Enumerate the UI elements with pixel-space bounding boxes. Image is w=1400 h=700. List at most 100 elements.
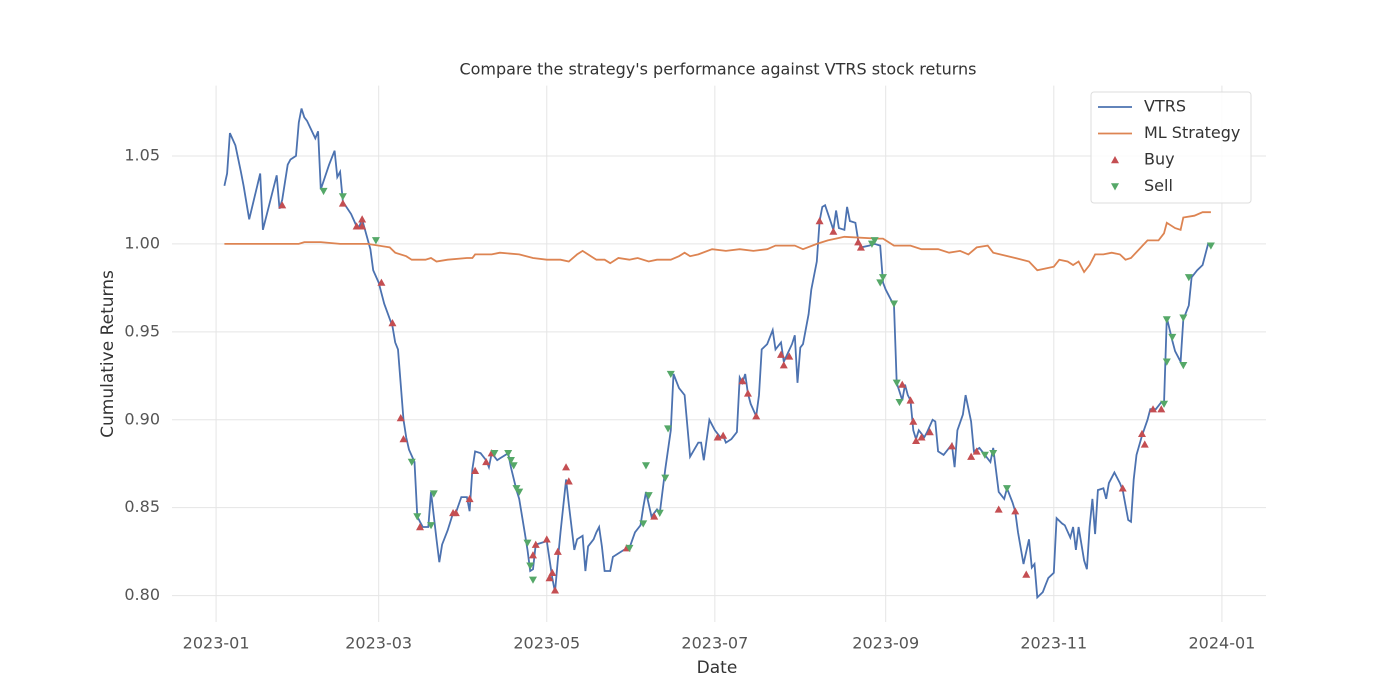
trade-marker [319, 187, 328, 196]
chart-title: Compare the strategy's performance again… [459, 60, 976, 79]
trade-marker [515, 488, 524, 496]
trade-marker [427, 522, 436, 530]
trade-marker [562, 463, 571, 471]
trade-marker [743, 389, 752, 397]
trade-marker [625, 544, 634, 553]
x-tick-label: 2023-03 [345, 634, 412, 653]
trade-marker [898, 380, 907, 388]
trade-marker [892, 379, 901, 387]
trade-marker [451, 508, 460, 517]
trade-marker [738, 377, 747, 385]
x-tick-label: 2023-11 [1020, 634, 1087, 653]
trade-marker [854, 238, 863, 246]
trade-marker [856, 243, 865, 251]
x-tick-label: 2023-09 [852, 634, 919, 653]
trade-marker [1149, 405, 1158, 413]
trade-marker [429, 490, 438, 498]
trade-marker [1184, 274, 1193, 282]
trade-marker [870, 237, 879, 245]
trade-marker [278, 201, 287, 209]
trade-marker [889, 300, 898, 308]
trade-marker [779, 361, 788, 369]
trade-marker [719, 431, 728, 439]
trade-marker [482, 457, 491, 466]
trade-marker [553, 547, 562, 555]
x-tick-label: 2023-05 [513, 634, 580, 653]
trade-marker [388, 319, 397, 327]
trade-marker [1168, 333, 1177, 342]
x-tick-label: 2023-07 [681, 634, 748, 653]
trade-marker [506, 457, 515, 465]
trade-marker [912, 436, 921, 445]
legend-box [1090, 91, 1252, 204]
trade-marker [917, 433, 926, 441]
trade-marker [639, 520, 648, 528]
trade-marker [358, 215, 367, 223]
trade-marker [829, 227, 838, 235]
trade-marker [909, 417, 918, 425]
legend-label: Buy [1144, 150, 1175, 169]
trade-marker [1160, 400, 1169, 408]
legend-label: Sell [1144, 176, 1173, 195]
trade-marker [396, 413, 405, 422]
trade-marker [989, 449, 998, 458]
trade-marker [777, 350, 786, 358]
trade-marker [528, 576, 537, 584]
trade-marker [785, 352, 794, 360]
trade-marker [338, 199, 347, 207]
trade-marker [1157, 405, 1166, 413]
legend-marker [1111, 183, 1119, 191]
trade-marker [471, 466, 480, 474]
legend-label: VTRS [1144, 97, 1186, 116]
trade-marker [876, 279, 885, 287]
series-line [224, 211, 1211, 274]
trade-marker [752, 412, 761, 420]
trade-marker [1162, 316, 1171, 324]
y-tick-label: 1.05 [124, 145, 160, 164]
series-line [223, 108, 1211, 600]
y-tick-label: 0.85 [124, 497, 160, 516]
trade-marker [650, 512, 659, 520]
trade-marker [407, 458, 416, 466]
trade-marker [528, 551, 537, 559]
trade-marker [925, 428, 934, 436]
trade-marker [416, 523, 425, 531]
trade-marker [815, 217, 824, 225]
trade-marker [972, 447, 981, 455]
trade-marker [371, 237, 380, 245]
legend-marker [1111, 156, 1119, 164]
trade-marker [1140, 440, 1149, 448]
trade-marker [545, 574, 554, 582]
trade-marker [906, 396, 915, 404]
trade-marker [551, 586, 560, 594]
trade-marker [1179, 314, 1188, 322]
legend-label: ML Strategy [1144, 123, 1240, 142]
trade-marker [1162, 358, 1171, 366]
trade-marker [352, 222, 361, 230]
trade-marker [1011, 507, 1020, 515]
trade-marker [1206, 242, 1215, 250]
trade-marker [644, 492, 653, 500]
trade-marker [504, 449, 513, 458]
x-axis-label: Date [697, 658, 738, 678]
trade-marker [664, 425, 673, 433]
trade-marker [661, 474, 670, 482]
trade-marker [338, 193, 347, 201]
trade-marker [641, 462, 650, 470]
trade-marker [1002, 485, 1011, 493]
y-tick-label: 0.90 [124, 409, 160, 428]
trade-marker [399, 435, 408, 443]
trade-marker [564, 477, 573, 485]
y-tick-label: 0.95 [124, 321, 160, 340]
trade-marker [531, 540, 540, 548]
trade-marker [878, 274, 887, 282]
trade-marker [1118, 484, 1127, 492]
trade-marker [358, 222, 367, 230]
trade-marker [465, 494, 474, 503]
y-tick-label: 0.80 [124, 585, 160, 604]
trade-marker [523, 539, 532, 547]
trade-marker [490, 449, 499, 458]
trade-marker [548, 568, 557, 576]
trade-marker [509, 462, 518, 470]
